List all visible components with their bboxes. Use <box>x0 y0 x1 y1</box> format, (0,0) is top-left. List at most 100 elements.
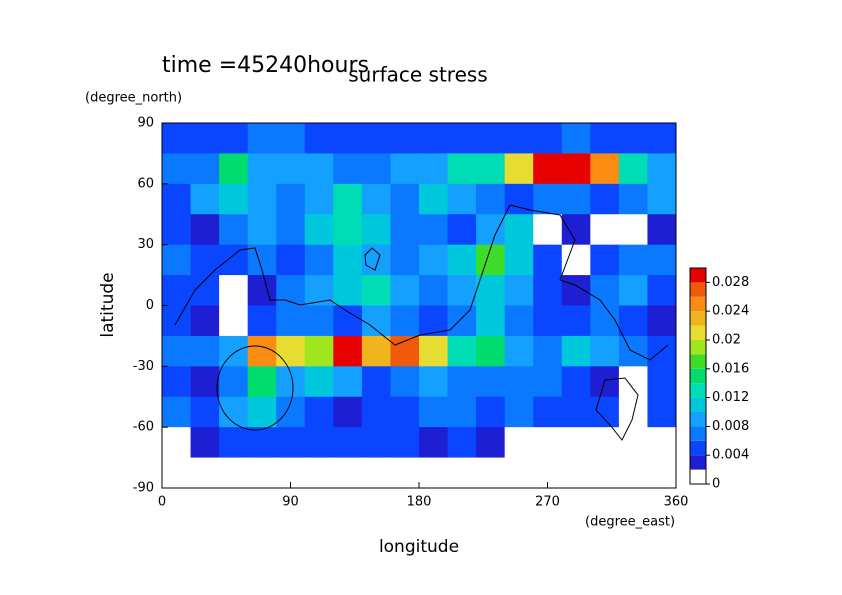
field-cell <box>618 427 648 459</box>
field-cell <box>504 214 534 246</box>
field-cell <box>190 305 220 337</box>
field-cell <box>476 214 506 246</box>
field-cell <box>190 244 220 276</box>
field-cell <box>476 305 506 337</box>
field-cell <box>333 244 363 276</box>
y-tick-label: -30 <box>133 359 154 374</box>
field-cell <box>590 214 620 246</box>
field-cell <box>618 275 648 306</box>
field-cell <box>561 275 591 306</box>
x-tick-label: 270 <box>535 495 560 510</box>
field-cell <box>276 183 306 215</box>
field-cell <box>447 275 477 306</box>
field-cell <box>590 153 620 185</box>
field-cell <box>162 244 192 276</box>
field-cell <box>276 153 306 185</box>
colorbar-tick-label: 0.028 <box>712 275 749 290</box>
field-cell <box>361 214 391 246</box>
field-cell <box>276 244 306 276</box>
field-cell <box>447 427 477 459</box>
field-cell <box>190 457 220 489</box>
coastline <box>595 377 639 441</box>
field-cell <box>219 366 249 398</box>
field-cell <box>447 214 477 246</box>
field-cell <box>504 427 534 459</box>
field-cell <box>647 153 677 185</box>
field-cell <box>533 366 563 398</box>
field-cell <box>476 275 506 306</box>
field-cell <box>333 427 363 459</box>
field-cell <box>590 244 620 276</box>
x-label: longitude <box>379 537 459 557</box>
field-cell <box>162 396 192 428</box>
field-cell <box>561 244 591 276</box>
colorbar-swatch <box>690 311 706 326</box>
field-cell <box>390 153 420 185</box>
field-cell <box>390 366 420 398</box>
field-cell <box>390 214 420 246</box>
field-cell <box>618 183 648 215</box>
field-cell <box>276 123 306 154</box>
field-cell <box>447 183 477 215</box>
field-cell <box>219 123 249 154</box>
field-cell <box>219 214 249 246</box>
colorbar-swatch <box>690 412 706 427</box>
field-cell <box>390 275 420 306</box>
field-cell <box>590 457 620 489</box>
field-cell <box>561 305 591 337</box>
field-cell <box>561 427 591 459</box>
subtitle: time =45240hours <box>162 53 369 78</box>
field-cell <box>447 244 477 276</box>
colorbar-tick-label: 0.004 <box>712 448 749 463</box>
field-cell <box>162 214 192 246</box>
field-cell <box>647 457 677 489</box>
field-cell <box>476 396 506 428</box>
field-cell <box>504 457 534 489</box>
field-cell <box>504 305 534 337</box>
y-tick-label: 60 <box>137 176 154 191</box>
field-cell <box>533 275 563 306</box>
field-cell <box>304 183 334 215</box>
field-cell <box>504 153 534 185</box>
field-cell <box>390 396 420 428</box>
field-cell <box>419 366 449 398</box>
y-tick-label: -90 <box>133 481 154 496</box>
colorbar-swatch <box>690 268 706 283</box>
field-cell <box>333 335 363 367</box>
field-cell <box>247 153 277 185</box>
field-cell <box>419 244 449 276</box>
field-cell <box>647 335 677 367</box>
field-cell <box>162 183 192 215</box>
field-cell <box>247 275 277 306</box>
field-cell <box>447 123 477 154</box>
field-cell <box>304 427 334 459</box>
field-cell <box>190 396 220 428</box>
field-cell <box>504 123 534 154</box>
field-cell <box>390 457 420 489</box>
field-cell <box>419 335 449 367</box>
field-cell <box>247 214 277 246</box>
field-cell <box>361 366 391 398</box>
field-cell <box>647 123 677 154</box>
field-cell <box>533 244 563 276</box>
field-cell <box>361 275 391 306</box>
field-cell <box>219 275 249 306</box>
field-cell <box>476 457 506 489</box>
field-cell <box>590 305 620 337</box>
field-cell <box>361 396 391 428</box>
field-cell <box>533 123 563 154</box>
field-cell <box>247 366 277 398</box>
field-cell <box>647 366 677 398</box>
y-label: latitude <box>98 272 118 337</box>
field-cell <box>247 396 277 428</box>
field-cell <box>590 427 620 459</box>
field-cell <box>419 275 449 306</box>
field-cell <box>333 366 363 398</box>
field-cell <box>304 214 334 246</box>
field-cell <box>618 123 648 154</box>
field-cell <box>419 457 449 489</box>
field-cell <box>304 305 334 337</box>
field-cell <box>476 335 506 367</box>
colorbar-swatch <box>690 426 706 441</box>
field-cell <box>504 366 534 398</box>
